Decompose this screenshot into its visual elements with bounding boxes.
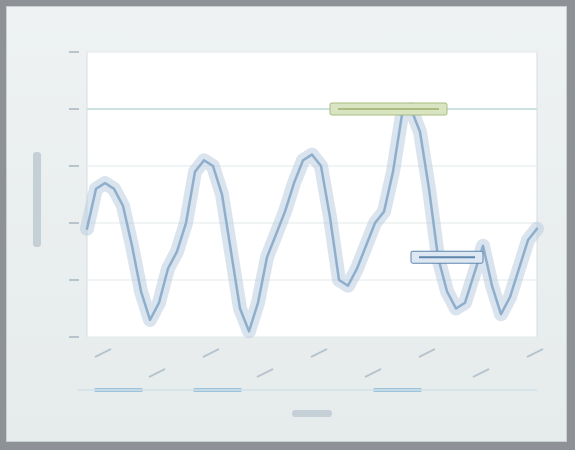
x-tick-mark xyxy=(526,348,544,358)
x-tick-mark xyxy=(364,368,382,378)
x-tick-mark xyxy=(256,368,274,378)
x-tick-mark xyxy=(202,348,220,358)
x-tick-mark xyxy=(418,348,436,358)
x-axis-title-mark xyxy=(292,410,332,417)
series-line xyxy=(85,107,539,333)
x-tick-mark xyxy=(94,348,112,358)
x-tick-mark xyxy=(472,368,490,378)
y-axis-title-mark xyxy=(33,152,41,247)
line-chart xyxy=(33,51,544,417)
x-tick-mark xyxy=(148,368,166,378)
chart-frame xyxy=(6,6,567,442)
x-tick-mark xyxy=(310,348,328,358)
